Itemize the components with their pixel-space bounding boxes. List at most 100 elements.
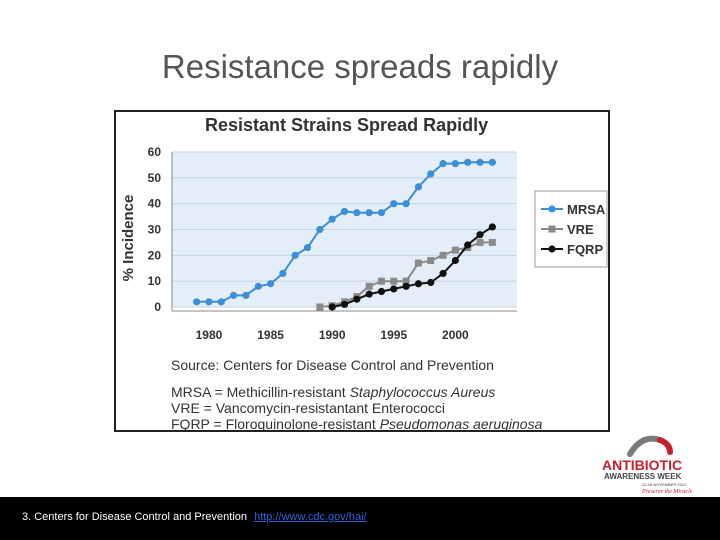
data-point-fqrp: [414, 280, 423, 288]
grid-lines: [171, 151, 517, 312]
data-point-fqrp: [427, 278, 435, 287]
data-point-fqrp: [451, 256, 459, 265]
data-point-vre: [365, 282, 373, 290]
data-point-fqrp: [377, 287, 386, 296]
data-point-mrsa: [254, 282, 262, 290]
antibiotic-awareness-logo: ANTIBIOTIC AWARENESS WEEK 12-18 NOVEMBER…: [590, 432, 710, 502]
chart-svg: Resistant Strains Spread Rapidly 0 10 20 30…: [120, 115, 608, 430]
data-point-mrsa: [464, 158, 472, 166]
y-tick-labels: 0 10 20 30 40 50 60: [148, 145, 162, 314]
series-fqrp: [328, 223, 496, 311]
data-point-fqrp: [340, 300, 349, 309]
source-note: Source: Centers for Disease Control and …: [171, 357, 494, 373]
y-tick-label: 0: [154, 300, 161, 314]
data-point-mrsa: [414, 183, 423, 191]
data-point-vre: [488, 238, 496, 246]
data-point-mrsa: [316, 225, 324, 234]
data-point-mrsa: [377, 209, 386, 217]
series-layer: [193, 158, 496, 311]
legend: MRSA VRE FQRP: [534, 190, 608, 268]
data-point-mrsa: [390, 200, 398, 208]
y-tick-label: 50: [148, 171, 162, 185]
x-tick-label: 1980: [196, 328, 223, 342]
data-point-fqrp: [328, 303, 336, 311]
data-point-mrsa: [193, 298, 201, 306]
note-abbr: VRE =: [171, 400, 216, 416]
data-point-mrsa: [328, 215, 336, 223]
note-italic: Pseudomonas aeruginosa: [380, 416, 543, 430]
data-point-fqrp: [476, 231, 484, 239]
capsule-arc-icon: [627, 435, 663, 457]
data-point-mrsa: [340, 207, 349, 216]
data-point-fqrp: [365, 290, 373, 298]
y-tick-label: 30: [148, 223, 162, 237]
data-point-mrsa: [266, 280, 275, 288]
y-tick-label: 10: [148, 274, 162, 288]
data-point-mrsa: [439, 160, 447, 168]
y-tick-label: 60: [148, 145, 162, 159]
logo-line3: 12-18 NOVEMBER 2012: [642, 482, 687, 487]
footer-link[interactable]: http://www.cdc.gov/hai/: [254, 511, 367, 523]
y-tick-label: 40: [148, 197, 162, 211]
data-point-fqrp: [390, 285, 398, 293]
x-tick-label: 1985: [257, 328, 284, 342]
data-point-mrsa: [353, 209, 361, 217]
logo-line2: AWARENESS WEEK: [604, 472, 682, 481]
abbreviation-note: MRSA = Methicillin-resistant Staphylococ…: [171, 384, 495, 400]
data-point-vre: [451, 246, 459, 254]
data-point-vre: [439, 251, 447, 259]
slide-title: Resistance spreads rapidly: [161, 48, 559, 85]
legend-label-vre: VRE: [567, 222, 594, 237]
data-point-mrsa: [279, 269, 287, 278]
abbreviation-note: VRE = Vancomycin-resistantant Enterococc…: [171, 400, 445, 416]
logo-graphic: ANTIBIOTIC AWARENESS WEEK 12-18 NOVEMBER…: [602, 435, 693, 495]
logo-line1: ANTIBIOTIC: [602, 457, 682, 473]
y-tick-label: 20: [148, 248, 162, 262]
data-point-vre: [390, 277, 398, 285]
footer-bar: 3. Centers for Disease Control and Preve…: [0, 497, 720, 540]
data-point-fqrp: [464, 241, 472, 249]
legend-label-mrsa: MRSA: [567, 202, 606, 217]
data-point-mrsa: [291, 251, 299, 259]
data-point-vre: [402, 277, 410, 285]
chart-title: Resistant Strains Spread Rapidly: [205, 115, 488, 135]
legend-marker-vre: [548, 225, 556, 233]
y-axis-label: % Incidence: [120, 195, 137, 282]
legend-marker-mrsa: [548, 205, 556, 213]
data-point-fqrp: [439, 269, 447, 278]
footer-citation: 3. Centers for Disease Control and Preve…: [22, 511, 248, 523]
legend-marker-fqrp: [548, 245, 556, 253]
series-mrsa: [193, 158, 496, 306]
footer-text: 3. Centers for Disease Control and Preve…: [22, 511, 367, 523]
x-tick-label: 1990: [319, 328, 346, 342]
chart-frame: Resistant Strains Spread Rapidly 0 10 20 30…: [114, 110, 610, 432]
note-desc: Methicillin-resistant: [227, 384, 350, 400]
note-italic: Staphylococcus Aureus: [350, 384, 496, 400]
note-desc: Vancomycin-resistantant Enterococci: [216, 400, 445, 416]
abbreviation-notes: MRSA = Methicillin-resistant Staphylococ…: [171, 384, 543, 430]
x-tick-label: 1995: [380, 328, 407, 342]
data-point-mrsa: [402, 200, 410, 208]
data-point-vre: [476, 238, 484, 246]
note-abbr: MRSA =: [171, 384, 227, 400]
data-point-vre: [377, 277, 385, 285]
data-point-mrsa: [230, 291, 238, 299]
logo-line4: Preserve the Miracle: [641, 489, 693, 495]
capsule-arc-accent-icon: [657, 437, 673, 455]
legend-label-fqrp: FQRP: [567, 242, 603, 257]
note-desc: Floroquinolone-resistant: [226, 416, 380, 430]
data-point-mrsa: [242, 291, 250, 299]
data-point-mrsa: [451, 160, 459, 168]
data-point-mrsa: [365, 209, 373, 217]
x-tick-label: 2000: [442, 328, 469, 342]
data-point-mrsa: [205, 298, 213, 306]
x-tick-labels: 1980 1985 1990 1995 2000: [196, 328, 469, 342]
data-point-vre: [316, 303, 324, 311]
data-point-vre: [414, 259, 422, 267]
data-point-mrsa: [217, 298, 225, 306]
data-point-mrsa: [476, 158, 484, 166]
data-point-fqrp: [402, 282, 410, 290]
data-point-mrsa: [303, 243, 312, 252]
data-point-fqrp: [488, 223, 496, 231]
abbreviation-note: FQRP = Floroquinolone-resistant Pseudomo…: [171, 416, 543, 430]
